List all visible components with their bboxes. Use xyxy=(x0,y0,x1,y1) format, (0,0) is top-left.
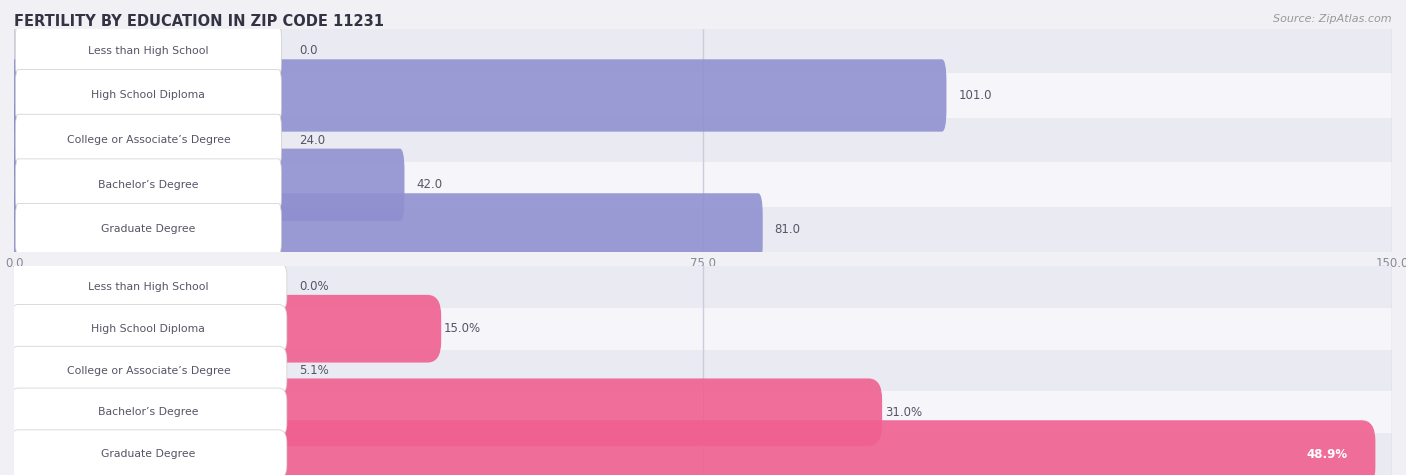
FancyBboxPatch shape xyxy=(14,73,1392,118)
FancyBboxPatch shape xyxy=(14,266,1392,308)
FancyBboxPatch shape xyxy=(10,263,287,311)
Text: 48.9%: 48.9% xyxy=(1306,447,1348,461)
Text: College or Associate’s Degree: College or Associate’s Degree xyxy=(66,135,231,145)
FancyBboxPatch shape xyxy=(14,391,1392,433)
Text: Less than High School: Less than High School xyxy=(89,46,208,56)
Text: Bachelor’s Degree: Bachelor’s Degree xyxy=(98,180,198,190)
FancyBboxPatch shape xyxy=(14,207,1392,252)
Text: College or Associate’s Degree: College or Associate’s Degree xyxy=(66,365,231,376)
Text: 101.0: 101.0 xyxy=(959,89,991,102)
FancyBboxPatch shape xyxy=(14,433,1392,475)
FancyBboxPatch shape xyxy=(14,162,1392,207)
Text: 15.0%: 15.0% xyxy=(444,322,481,335)
Text: 24.0: 24.0 xyxy=(299,133,325,147)
FancyBboxPatch shape xyxy=(10,430,287,475)
FancyBboxPatch shape xyxy=(15,114,281,166)
Text: 31.0%: 31.0% xyxy=(884,406,922,419)
FancyBboxPatch shape xyxy=(10,149,405,221)
FancyBboxPatch shape xyxy=(14,28,1392,73)
FancyBboxPatch shape xyxy=(0,379,882,446)
Text: 81.0: 81.0 xyxy=(775,223,800,236)
Text: Graduate Degree: Graduate Degree xyxy=(101,224,195,235)
Text: 42.0: 42.0 xyxy=(416,178,443,191)
Text: Source: ZipAtlas.com: Source: ZipAtlas.com xyxy=(1274,14,1392,24)
FancyBboxPatch shape xyxy=(15,69,281,122)
FancyBboxPatch shape xyxy=(0,337,169,404)
FancyBboxPatch shape xyxy=(10,104,239,176)
FancyBboxPatch shape xyxy=(10,193,762,266)
FancyBboxPatch shape xyxy=(15,25,281,77)
Text: 0.0%: 0.0% xyxy=(299,280,329,294)
Text: Bachelor’s Degree: Bachelor’s Degree xyxy=(98,407,198,418)
Text: Graduate Degree: Graduate Degree xyxy=(101,449,195,459)
FancyBboxPatch shape xyxy=(14,118,1392,162)
FancyBboxPatch shape xyxy=(10,388,287,437)
FancyBboxPatch shape xyxy=(0,420,1375,475)
Text: FERTILITY BY EDUCATION IN ZIP CODE 11231: FERTILITY BY EDUCATION IN ZIP CODE 11231 xyxy=(14,14,384,29)
Text: 5.1%: 5.1% xyxy=(299,364,329,377)
FancyBboxPatch shape xyxy=(15,203,281,256)
FancyBboxPatch shape xyxy=(0,295,441,362)
Text: 0.0: 0.0 xyxy=(299,44,318,57)
FancyBboxPatch shape xyxy=(10,304,287,353)
FancyBboxPatch shape xyxy=(14,350,1392,391)
Text: High School Diploma: High School Diploma xyxy=(91,90,205,101)
FancyBboxPatch shape xyxy=(10,346,287,395)
FancyBboxPatch shape xyxy=(14,308,1392,350)
Text: Less than High School: Less than High School xyxy=(89,282,208,292)
FancyBboxPatch shape xyxy=(10,59,946,132)
FancyBboxPatch shape xyxy=(15,159,281,211)
Text: High School Diploma: High School Diploma xyxy=(91,323,205,334)
